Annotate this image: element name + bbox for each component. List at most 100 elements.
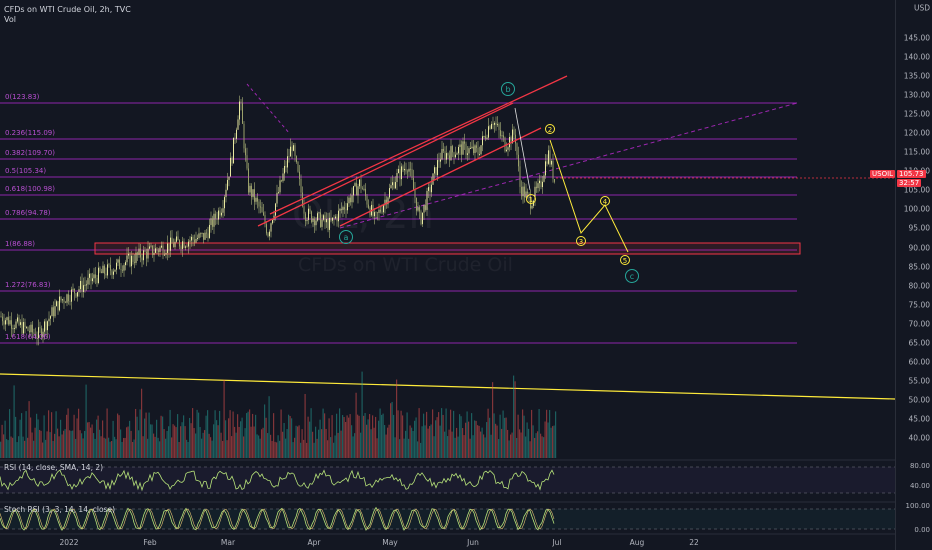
candle <box>278 192 279 194</box>
volume-bar <box>34 427 36 458</box>
volume-bar <box>36 413 38 458</box>
candle <box>389 188 390 198</box>
candle <box>38 327 39 339</box>
candle <box>11 320 12 329</box>
stoch-rsi-legend[interactable]: Stoch RSI (3, 3, 14, 14, close) <box>4 505 115 514</box>
volume-bar <box>237 414 239 458</box>
volume-bar <box>156 419 158 458</box>
indicator-tick: 100.00 <box>905 502 931 510</box>
candle <box>29 330 30 333</box>
volume-bar <box>445 408 447 458</box>
volume-bar <box>537 431 539 458</box>
candle <box>228 176 230 180</box>
volume-bar <box>3 434 5 458</box>
candle <box>536 186 537 189</box>
candle <box>425 204 426 210</box>
rsi-legend[interactable]: RSI (14, close, SMA, 14, 2) <box>4 463 104 472</box>
volume-bar <box>433 436 435 458</box>
wave-a-label-text: a <box>344 233 349 242</box>
candle <box>461 144 462 155</box>
candle <box>519 166 521 187</box>
wave-1-label-text: 1 <box>529 196 533 204</box>
candle <box>444 151 446 160</box>
candle <box>186 246 188 248</box>
candle <box>236 129 237 139</box>
volume-bar <box>447 436 449 458</box>
candle <box>225 189 227 198</box>
candle <box>53 307 54 317</box>
volume-bar <box>18 436 20 458</box>
volume-bar <box>183 415 185 458</box>
volume-bar <box>388 424 390 458</box>
candle <box>341 209 342 210</box>
candle <box>456 153 458 155</box>
candle <box>387 197 389 205</box>
volume-bar <box>481 427 483 458</box>
candle <box>63 299 65 303</box>
volume-bar <box>238 426 240 458</box>
volume-bar <box>139 409 141 458</box>
candle <box>467 153 468 155</box>
candle <box>375 212 377 213</box>
candle <box>299 171 300 179</box>
candle <box>420 211 422 225</box>
candle <box>159 247 161 253</box>
volume-bar <box>330 437 332 458</box>
volume-bar <box>420 442 422 458</box>
candle <box>135 252 137 263</box>
candle <box>480 145 482 155</box>
candle <box>77 292 78 297</box>
candle <box>459 144 461 147</box>
volume-bar <box>469 438 471 458</box>
candle <box>543 175 545 182</box>
volume-bar <box>475 420 477 458</box>
candle <box>78 289 80 293</box>
volume-bar <box>378 420 380 458</box>
candle <box>525 191 527 198</box>
volume-bar <box>402 415 404 458</box>
volume-bar <box>541 436 543 458</box>
volume-bar <box>48 410 50 458</box>
candle <box>201 232 203 234</box>
volume-bar <box>432 409 434 458</box>
volume-bar <box>228 418 230 458</box>
volume-bar <box>72 430 74 458</box>
symbol-header[interactable]: CFDs on WTI Crude Oil, 2h, TVC <box>4 5 131 14</box>
volume-bar <box>406 412 408 458</box>
candle <box>66 294 68 303</box>
candle <box>476 145 477 148</box>
volume-bar <box>112 420 114 458</box>
support-zone <box>94 242 801 255</box>
candle <box>36 337 38 339</box>
candle <box>237 119 239 130</box>
volume-bar <box>472 435 474 458</box>
price-axis[interactable]: USD 145.00 140.00 135.00 130.00 125.00 120.00… <box>895 0 932 550</box>
candle <box>423 204 425 213</box>
volume-bar <box>304 393 306 458</box>
candle <box>383 205 384 213</box>
candle <box>69 301 71 302</box>
volume-bar <box>288 414 290 458</box>
volume-bar <box>49 432 51 458</box>
volume-bar <box>30 417 32 458</box>
volume-bar <box>289 415 291 458</box>
candle <box>176 236 177 242</box>
volume-bar <box>10 436 12 458</box>
volume-bar <box>111 440 113 458</box>
volume-bar <box>333 442 335 458</box>
candle <box>131 255 132 267</box>
candle <box>402 166 404 171</box>
volume-bar <box>486 422 488 458</box>
candle <box>105 273 107 276</box>
volume-bar <box>100 436 102 458</box>
candle <box>395 182 396 189</box>
candle <box>198 233 200 239</box>
candle <box>249 185 251 193</box>
volume-bar <box>199 427 201 458</box>
volume-bar <box>499 414 501 458</box>
candle <box>333 217 335 219</box>
volume-bar <box>337 432 339 458</box>
candle <box>426 190 428 210</box>
